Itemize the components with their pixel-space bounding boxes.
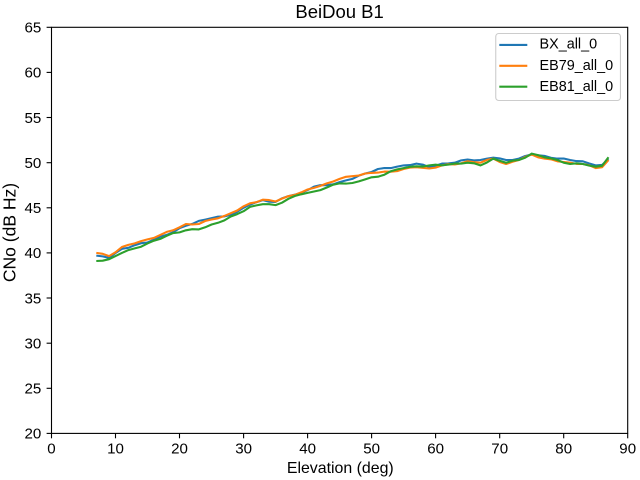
svg-text:65: 65: [25, 20, 42, 37]
svg-text:25: 25: [25, 381, 42, 398]
svg-text:60: 60: [25, 65, 42, 82]
svg-text:45: 45: [25, 200, 42, 217]
svg-text:40: 40: [299, 440, 316, 457]
svg-text:30: 30: [25, 336, 42, 353]
svg-text:70: 70: [491, 440, 508, 457]
svg-text:10: 10: [107, 440, 124, 457]
svg-text:55: 55: [25, 110, 42, 127]
svg-text:CNo (dB Hz): CNo (dB Hz): [0, 183, 20, 282]
svg-text:Elevation (deg): Elevation (deg): [287, 460, 394, 477]
svg-text:50: 50: [363, 440, 380, 457]
svg-text:20: 20: [171, 440, 188, 457]
svg-text:50: 50: [25, 155, 42, 172]
svg-text:40: 40: [25, 245, 42, 262]
svg-text:EB81_all_0: EB81_all_0: [540, 79, 614, 95]
svg-text:20: 20: [25, 426, 42, 443]
svg-text:35: 35: [25, 290, 42, 307]
svg-text:0: 0: [47, 440, 55, 457]
svg-text:90: 90: [619, 440, 636, 457]
svg-text:30: 30: [235, 440, 252, 457]
svg-text:BeiDou B1: BeiDou B1: [295, 1, 383, 22]
svg-text:BX_all_0: BX_all_0: [540, 36, 598, 52]
svg-text:60: 60: [427, 440, 444, 457]
svg-text:EB79_all_0: EB79_all_0: [540, 58, 614, 74]
svg-text:80: 80: [555, 440, 572, 457]
